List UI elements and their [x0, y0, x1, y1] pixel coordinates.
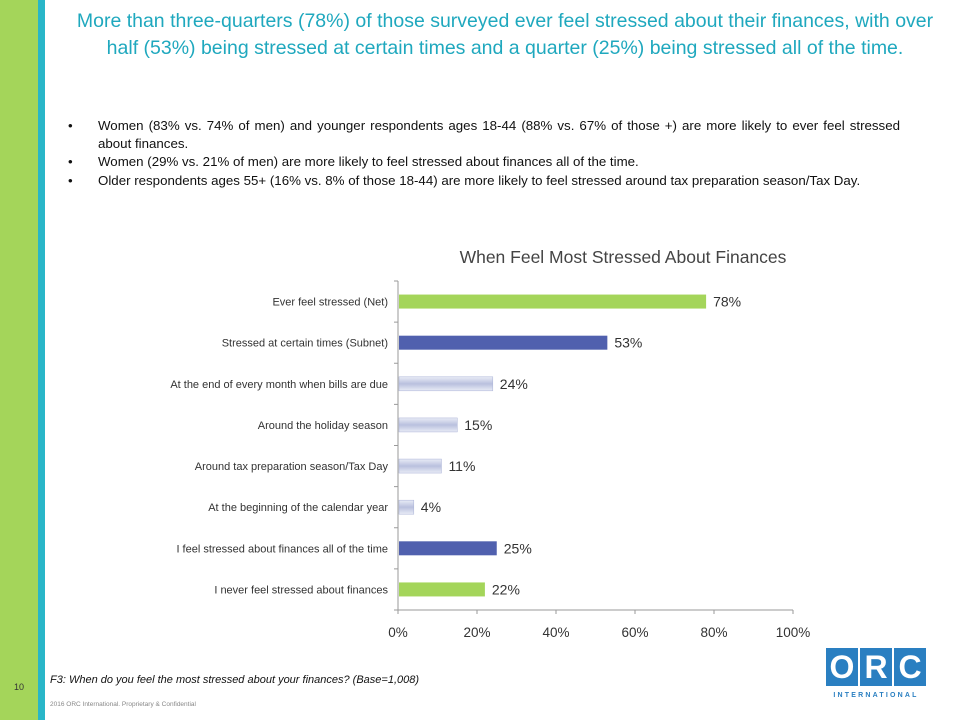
survey-question-footnote: F3: When do you feel the most stressed a…	[50, 674, 420, 686]
data-label: 11%	[448, 458, 475, 474]
data-label: 24%	[500, 376, 528, 392]
category-label: I feel stressed about finances all of th…	[176, 543, 388, 555]
data-label: 15%	[464, 417, 492, 433]
x-tick-label: 0%	[388, 625, 408, 640]
bullet-item: Older respondents ages 55+ (16% vs. 8% o…	[68, 172, 900, 190]
category-label: At the beginning of the calendar year	[208, 502, 388, 514]
chart-title: When Feel Most Stressed About Finances	[460, 247, 787, 267]
category-label: Around the holiday season	[258, 420, 388, 432]
bar	[398, 458, 442, 474]
bullet-item: Women (83% vs. 74% of men) and younger r…	[68, 117, 900, 152]
data-label: 22%	[492, 581, 520, 597]
bullet-item: Women (29% vs. 21% of men) are more like…	[68, 153, 900, 171]
left-accent-stripe	[38, 0, 45, 720]
category-label: I never feel stressed about finances	[214, 584, 388, 596]
logo-subtitle: INTERNATIONAL	[833, 692, 919, 699]
bar	[398, 499, 415, 515]
logo-letter: O	[826, 648, 858, 686]
x-tick-label: 20%	[463, 625, 490, 640]
data-label: 4%	[421, 499, 441, 515]
copyright-notice: 2016 ORC International. Proprietary & Co…	[50, 701, 196, 708]
logo-letter: C	[894, 648, 926, 686]
bar	[399, 582, 485, 597]
x-tick-label: 60%	[621, 625, 648, 640]
data-label: 25%	[504, 540, 532, 556]
category-label: Stressed at certain times (Subnet)	[222, 338, 388, 350]
page-number: 10	[13, 682, 24, 692]
slide-title: More than three-quarters (78%) of those …	[76, 10, 934, 59]
x-tick-label: 100%	[776, 625, 811, 640]
bar	[398, 376, 494, 392]
orc-logo: O R C INTERNATIONAL	[826, 648, 926, 706]
data-label: 78%	[713, 294, 741, 310]
category-label: Around tax preparation season/Tax Day	[195, 461, 389, 473]
left-accent-bar	[0, 0, 38, 720]
bullet-list: Women (83% vs. 74% of men) and younger r…	[68, 117, 900, 190]
bar	[399, 335, 608, 350]
category-label: Ever feel stressed (Net)	[272, 297, 388, 309]
x-tick-label: 80%	[700, 625, 727, 640]
bar	[399, 541, 497, 556]
bar	[399, 294, 707, 309]
category-label: At the end of every month when bills are…	[170, 379, 388, 391]
x-tick-label: 40%	[542, 625, 569, 640]
data-label: 53%	[614, 335, 642, 351]
logo-letter: R	[860, 648, 892, 686]
bar	[398, 417, 458, 433]
